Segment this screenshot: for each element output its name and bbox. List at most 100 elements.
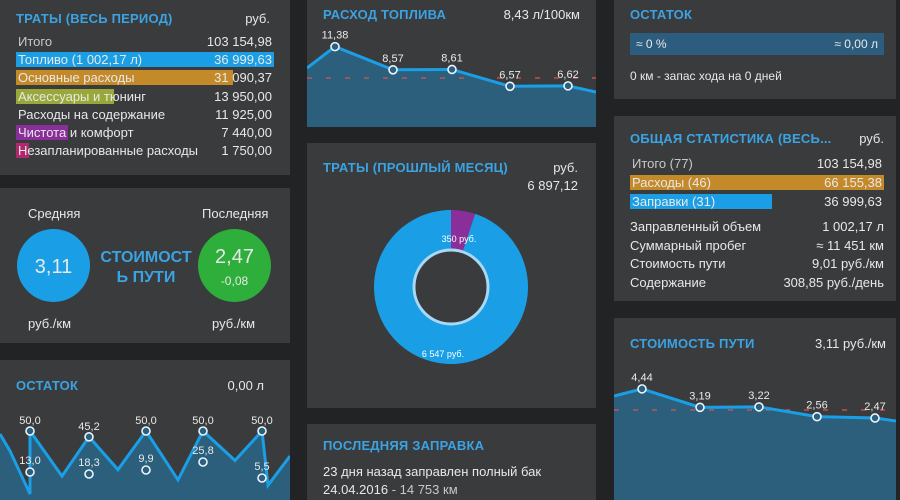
expense-row[interactable]: Незапланированные расходы 1 750,00	[16, 142, 274, 159]
expense-label: Незапланированные расходы	[18, 143, 199, 159]
trip-chart-unit: 3,11 руб./км	[815, 336, 886, 351]
expense-label: Итого	[18, 34, 53, 49]
expense-row[interactable]: Аксессуары и тюнинг 13 950,00	[16, 88, 274, 105]
expense-label: Основные расходы	[18, 70, 135, 86]
expenses-all-unit: руб.	[245, 11, 270, 26]
trip-cost-card[interactable]: Средняя Последняя 3,11 СТОИМОСТЬ ПУТИ 2,…	[0, 188, 290, 343]
donut-slice-small[interactable]	[451, 210, 476, 251]
remain-point[interactable]	[141, 426, 151, 436]
expense-value: 13 950,00	[214, 88, 272, 104]
last-fill-title: ПОСЛЕДНЯЯ ЗАПРАВКА	[323, 438, 485, 453]
fuel-point[interactable]	[563, 81, 573, 91]
trip-point[interactable]	[870, 413, 880, 423]
remain-point[interactable]	[84, 432, 94, 442]
fuel-card[interactable]: РАСХОД ТОПЛИВА 8,43 л/100км 11,38 8,57 8,6…	[307, 0, 596, 127]
remain-point[interactable]	[141, 465, 151, 475]
last-month-title: ТРАТЫ (ПРОШЛЫЙ МЕСЯЦ)	[323, 160, 508, 175]
expense-value: 103 154,98	[206, 34, 272, 49]
stats-label: Расходы (46)	[632, 175, 711, 190]
expense-value: 7 440,00	[221, 125, 272, 140]
stats-card[interactable]: ОБЩАЯ СТАТИСТИКА (ВЕСЬ... руб. Итого (77…	[614, 116, 896, 301]
remain-point[interactable]	[198, 457, 208, 467]
stats-info-label: Содержание	[630, 274, 706, 290]
stats-info-row: Содержание 308,85 руб./день	[628, 274, 886, 291]
trip-point[interactable]	[637, 384, 647, 394]
stats-row[interactable]: Итого (77) 103 154,98	[630, 155, 884, 172]
last-delta: -0,08	[220, 274, 249, 288]
last-label: Последняя	[202, 206, 269, 221]
expense-value: 31 090,37	[214, 70, 272, 86]
remain-point-label: 5,5	[254, 461, 269, 473]
trip-chart-card[interactable]: СТОИМОСТЬ ПУТИ 3,11 руб./км 4,44 3,19 3,22…	[614, 318, 896, 500]
trip-point[interactable]	[812, 411, 822, 422]
fuel-point-label: 8,61	[441, 52, 462, 64]
trip-point-label: 4,44	[631, 372, 652, 384]
expense-row[interactable]: Расходы на содержание 11 925,00	[16, 106, 274, 123]
stats-info-label: Суммарный пробег	[630, 237, 747, 253]
last-month-card[interactable]: ТРАТЫ (ПРОШЛЫЙ МЕСЯЦ) руб. 6 897,12 350 …	[307, 143, 596, 408]
trip-point-label: 3,19	[689, 390, 710, 402]
expense-label: Топливо (1 002,17 л)	[18, 52, 143, 68]
stats-info-row: Суммарный пробег ≈ 11 451 км	[628, 237, 886, 254]
fuel-point[interactable]	[505, 81, 515, 92]
last-circle	[198, 229, 271, 302]
remain-point[interactable]	[257, 473, 267, 483]
fuel-area	[307, 46, 596, 127]
fuel-point[interactable]	[388, 64, 398, 75]
remain-right-card[interactable]: ОСТАТОК ≈ 0 % ≈ 0,00 л 0 км - запас хода…	[614, 0, 896, 99]
expense-row[interactable]: Чистота и комфорт 7 440,00	[16, 124, 274, 141]
remain-point-label: 25,8	[192, 445, 213, 457]
stats-info-value: 1 002,17 л	[822, 219, 884, 234]
expenses-all-card[interactable]: ТРАТЫ (ВЕСЬ ПЕРИОД) руб. Итого 103 154,98…	[0, 0, 290, 175]
last-fill-date: 24.04.2016	[323, 482, 389, 497]
average-unit: руб./км	[28, 316, 72, 331]
remain-line	[0, 426, 290, 495]
last-fill-line1: 23 дня назад заправлен полный бак	[323, 464, 542, 479]
remain-point[interactable]	[198, 426, 208, 436]
stats-value: 103 154,98	[816, 156, 882, 171]
last-fill-card[interactable]: ПОСЛЕДНЯЯ ЗАПРАВКА 23 дня назад заправле…	[307, 424, 596, 500]
trip-point[interactable]	[695, 402, 705, 413]
stats-unit: руб.	[859, 131, 884, 146]
remain-left-card[interactable]: ОСТАТОК 0,00 л 50,0 13,0 45,2 18,3 50,0 9,9 50…	[0, 360, 290, 500]
fuel-point-label: 11,38	[322, 30, 349, 42]
stats-info-value: 308,85 руб./день	[783, 274, 884, 290]
stats-row[interactable]: Расходы (46) 66 155,38	[630, 174, 884, 191]
donut-label-big: 6 547 руб.	[422, 349, 464, 359]
expense-row[interactable]: Итого 103 154,98	[16, 33, 274, 50]
trip-point-label: 2,47	[864, 401, 885, 413]
remain-point[interactable]	[84, 469, 94, 479]
stats-row[interactable]: Заправки (31) 36 999,63	[630, 193, 884, 210]
remain-percent: ≈ 0 %	[636, 37, 667, 51]
remain-point-label: 45,2	[78, 421, 99, 433]
remain-point[interactable]	[257, 426, 267, 436]
fuel-point-label: 6,62	[557, 69, 578, 81]
trip-point[interactable]	[754, 402, 764, 412]
remain-point-label: 50,0	[192, 415, 213, 427]
remain-point-label: 50,0	[251, 415, 272, 427]
remain-liters: ≈ 0,00 л	[834, 37, 878, 51]
last-month-unit: руб.	[553, 160, 578, 175]
stats-info-value: 9,01 руб./км	[812, 256, 884, 271]
average-value: 3,11	[34, 256, 73, 278]
expense-row[interactable]: Основные расходы 31 090,37	[16, 69, 274, 86]
remain-point-label: 13,0	[19, 455, 40, 467]
last-month-donut: 350 руб. 6 547 руб.	[374, 210, 528, 364]
fuel-point[interactable]	[447, 64, 457, 75]
remain-point[interactable]	[25, 467, 35, 477]
remain-point[interactable]	[25, 426, 35, 436]
expense-value: 36 999,63	[214, 52, 272, 68]
fuel-title: РАСХОД ТОПЛИВА	[323, 7, 447, 22]
average-circle	[17, 229, 90, 302]
expense-bar	[16, 88, 115, 104]
donut-slice-big[interactable]	[374, 210, 528, 364]
last-fill-line2: 24.04.2016 - 14 753 км	[323, 482, 458, 497]
stats-value: 66 155,38	[824, 175, 882, 190]
fuel-consumption-chart: 11,38 8,57 8,61 6,57 6,62	[307, 30, 596, 127]
stats-info-row: Заправленный объем 1 002,17 л	[628, 218, 886, 235]
remain-point-label: 18,3	[78, 457, 99, 469]
remain-right-bar	[630, 33, 884, 55]
stats-info-value: ≈ 11 451 км	[816, 237, 884, 253]
fuel-point[interactable]	[330, 41, 340, 52]
expense-row[interactable]: Топливо (1 002,17 л) 36 999,63	[16, 51, 274, 68]
